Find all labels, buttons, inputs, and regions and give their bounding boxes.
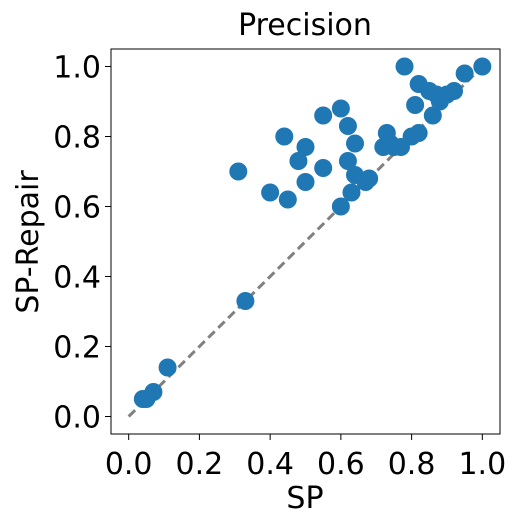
x-tick-label: 1.0 <box>458 447 506 482</box>
y-tick-label: 0.8 <box>53 121 101 156</box>
data-point <box>338 117 357 135</box>
x-tick-label: 0.2 <box>176 447 224 482</box>
y-tick-label: 0.4 <box>53 261 101 296</box>
x-tick-label: 0.0 <box>105 447 153 482</box>
plot-area <box>127 57 492 418</box>
x-axis: 0.0 0.2 0.4 0.6 0.8 1.0 <box>105 434 506 482</box>
y-tick-label: 0.2 <box>53 331 101 366</box>
data-point <box>360 169 379 188</box>
data-point <box>409 124 428 142</box>
data-point <box>445 82 464 100</box>
data-point <box>236 292 255 310</box>
data-point <box>296 173 315 191</box>
data-point <box>338 152 357 170</box>
data-point <box>314 159 333 177</box>
data-point <box>275 127 294 146</box>
data-point <box>289 152 308 170</box>
x-tick-label: 0.4 <box>246 447 294 482</box>
data-point <box>314 106 333 125</box>
x-axis-label: SP <box>286 481 323 516</box>
data-point <box>296 138 315 156</box>
data-point <box>158 358 177 377</box>
y-axis: 0.0 0.2 0.4 0.6 0.8 1.0 <box>53 51 111 436</box>
y-tick-label: 0.0 <box>53 401 101 436</box>
data-point <box>144 383 163 401</box>
plot-frame <box>110 48 501 435</box>
data-point <box>423 106 442 125</box>
data-point <box>406 96 425 114</box>
data-point <box>395 57 414 76</box>
data-point <box>229 162 248 181</box>
data-point <box>278 190 297 209</box>
data-point <box>331 197 350 216</box>
chart-title: Precision <box>238 8 372 43</box>
y-tick-label: 1.0 <box>53 51 101 86</box>
x-tick-label: 0.8 <box>388 447 436 482</box>
data-point <box>346 134 365 153</box>
data-point <box>331 99 350 118</box>
x-tick-label: 0.6 <box>317 447 365 482</box>
y-axis-label: SP-Repair <box>11 170 46 314</box>
data-point <box>473 57 492 76</box>
data-point <box>455 64 474 83</box>
reference-line <box>127 65 484 418</box>
data-point <box>342 183 361 202</box>
data-point <box>261 183 280 202</box>
y-tick-label: 0.6 <box>53 191 101 226</box>
